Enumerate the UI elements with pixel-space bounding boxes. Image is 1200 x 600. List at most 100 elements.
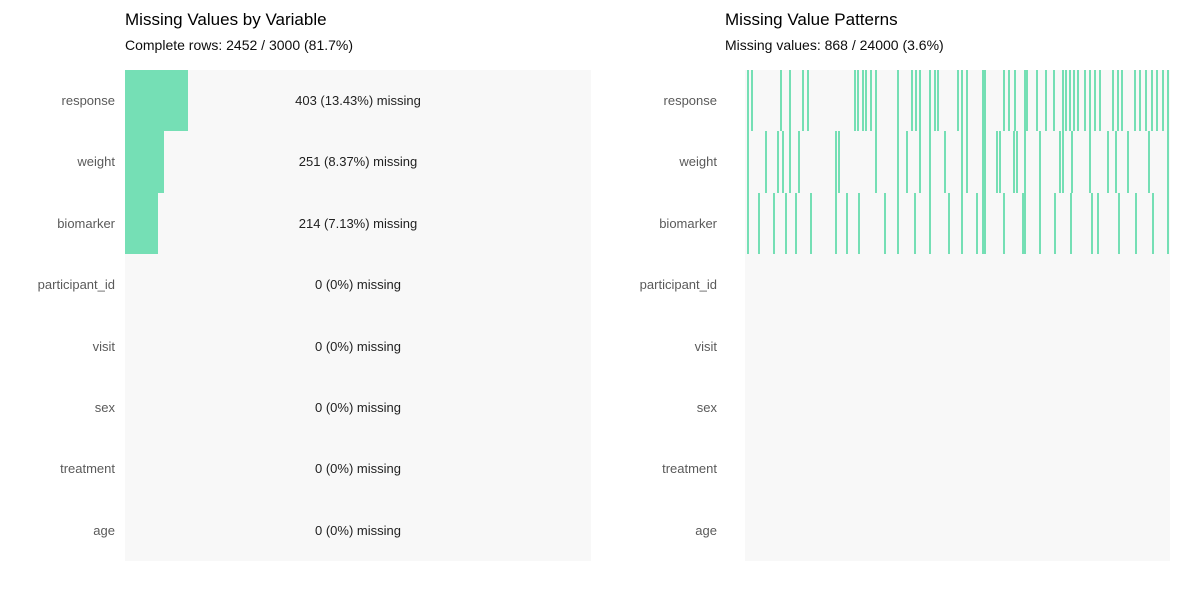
missing-cell-line bbox=[1097, 192, 1099, 255]
missing-cell-line bbox=[875, 70, 877, 132]
missing-cell-line bbox=[1117, 70, 1119, 132]
missing-cell-line bbox=[1135, 192, 1137, 255]
missing-cell-line bbox=[1151, 70, 1153, 132]
row-label: weight bbox=[679, 154, 717, 170]
left-chart-subtitle: Complete rows: 2452 / 3000 (81.7%) bbox=[125, 37, 354, 53]
missing-cell-line bbox=[1026, 70, 1028, 132]
missing-count-label: 0 (0%) missing bbox=[315, 522, 401, 538]
missing-cell-line bbox=[1039, 131, 1041, 193]
missing-cell-line bbox=[982, 192, 984, 255]
missing-cell-line bbox=[961, 70, 963, 132]
missing-cell-line bbox=[1148, 131, 1150, 193]
missing-cell-line bbox=[984, 70, 986, 132]
missing-cell-line bbox=[1062, 70, 1064, 132]
row-label: response bbox=[663, 93, 717, 108]
missing-bar bbox=[125, 192, 159, 255]
missing-cell-line bbox=[944, 131, 946, 193]
missing-cell-line bbox=[999, 131, 1001, 193]
missing-cell-line bbox=[982, 131, 984, 193]
missing-cell-line bbox=[807, 70, 809, 132]
missing-cell-line bbox=[1167, 131, 1169, 193]
right-chart-subtitle: Missing values: 868 / 24000 (3.6%) bbox=[725, 37, 944, 53]
missing-cell-line bbox=[1022, 192, 1024, 255]
missing-cell-line bbox=[915, 70, 917, 132]
missing-cell-line bbox=[758, 192, 760, 255]
missing-cell-line bbox=[1073, 70, 1075, 132]
missing-cell-line bbox=[846, 192, 848, 255]
missing-cell-line bbox=[747, 192, 749, 255]
missing-cell-line bbox=[795, 192, 797, 255]
missing-cell-line bbox=[996, 131, 998, 193]
missing-cell-line bbox=[789, 70, 791, 132]
missing-cell-line bbox=[1003, 70, 1005, 132]
missing-cell-line bbox=[835, 131, 837, 193]
missing-cell-line bbox=[919, 70, 921, 132]
missing-cell-line bbox=[1156, 70, 1158, 132]
missing-cell-line bbox=[751, 70, 753, 132]
missing-cell-line bbox=[854, 70, 856, 132]
row-label: treatment bbox=[662, 461, 717, 477]
missing-cell-line bbox=[1091, 192, 1093, 255]
missing-cell-line bbox=[1062, 131, 1064, 193]
missing-cell-line bbox=[835, 192, 837, 255]
missing-cell-line bbox=[934, 70, 936, 132]
missing-cell-line bbox=[1139, 70, 1141, 132]
row-label: age bbox=[695, 522, 717, 538]
missing-count-label: 0 (0%) missing bbox=[315, 461, 401, 477]
missing-cell-line bbox=[1024, 70, 1026, 132]
missing-cell-line bbox=[1003, 192, 1005, 255]
missing-cell-line bbox=[1036, 70, 1038, 132]
missing-cell-line bbox=[1162, 70, 1164, 132]
missing-cell-line bbox=[984, 131, 986, 193]
row-label: participant_id bbox=[639, 277, 717, 293]
missing-cell-line bbox=[929, 192, 931, 255]
missing-cell-line bbox=[961, 192, 963, 255]
right-chart-title: Missing Value Patterns bbox=[725, 10, 898, 29]
missing-cell-line bbox=[1118, 192, 1120, 255]
missing-cell-line bbox=[773, 192, 775, 255]
missing-cell-line bbox=[897, 70, 899, 132]
missing-cell-line bbox=[1053, 70, 1055, 132]
missing-cell-line bbox=[798, 131, 800, 193]
missing-cell-line bbox=[1134, 70, 1136, 132]
missing-pattern-plot bbox=[745, 70, 1170, 561]
missing-bar bbox=[125, 131, 164, 193]
missing-cell-line bbox=[1145, 70, 1147, 132]
missing-cell-line bbox=[1039, 192, 1041, 255]
missing-cell-line bbox=[919, 131, 921, 193]
missing-cell-line bbox=[929, 131, 931, 193]
missing-cell-line bbox=[838, 131, 840, 193]
missing-cell-line bbox=[914, 192, 916, 255]
missing-cell-line bbox=[1115, 131, 1117, 193]
missing-cell-line bbox=[1070, 192, 1072, 255]
missing-cell-line bbox=[1024, 192, 1026, 255]
missing-cell-line bbox=[948, 192, 950, 255]
missing-cell-line bbox=[984, 192, 986, 255]
missing-cell-line bbox=[1024, 131, 1026, 193]
row-label: sex bbox=[94, 399, 115, 415]
row-label: participant_id bbox=[37, 277, 115, 293]
missing-cell-line bbox=[897, 192, 899, 255]
missing-cell-line bbox=[1065, 70, 1067, 132]
missing-cell-line bbox=[897, 131, 899, 193]
missing-cell-line bbox=[1167, 192, 1169, 255]
missing-cell-line bbox=[1013, 131, 1015, 193]
missing-cell-line bbox=[976, 192, 978, 255]
missing-cell-line bbox=[870, 70, 872, 132]
missing-cell-line bbox=[875, 131, 877, 193]
missing-cell-line bbox=[966, 70, 968, 132]
missing-cell-line bbox=[937, 70, 939, 132]
missing-cell-line bbox=[1016, 131, 1018, 193]
missing-cell-line bbox=[1014, 70, 1016, 132]
row-label: response bbox=[61, 93, 115, 108]
row-label: treatment bbox=[60, 461, 115, 477]
missing-cell-line bbox=[857, 70, 859, 132]
missing-cell-line bbox=[1008, 70, 1010, 132]
row-label: visit bbox=[694, 338, 717, 354]
missing-cell-line bbox=[906, 131, 908, 193]
missing-count-label: 0 (0%) missing bbox=[315, 338, 401, 354]
missing-cell-line bbox=[1152, 192, 1154, 255]
missing-cell-line bbox=[1089, 70, 1091, 132]
missing-count-label: 0 (0%) missing bbox=[315, 399, 401, 415]
